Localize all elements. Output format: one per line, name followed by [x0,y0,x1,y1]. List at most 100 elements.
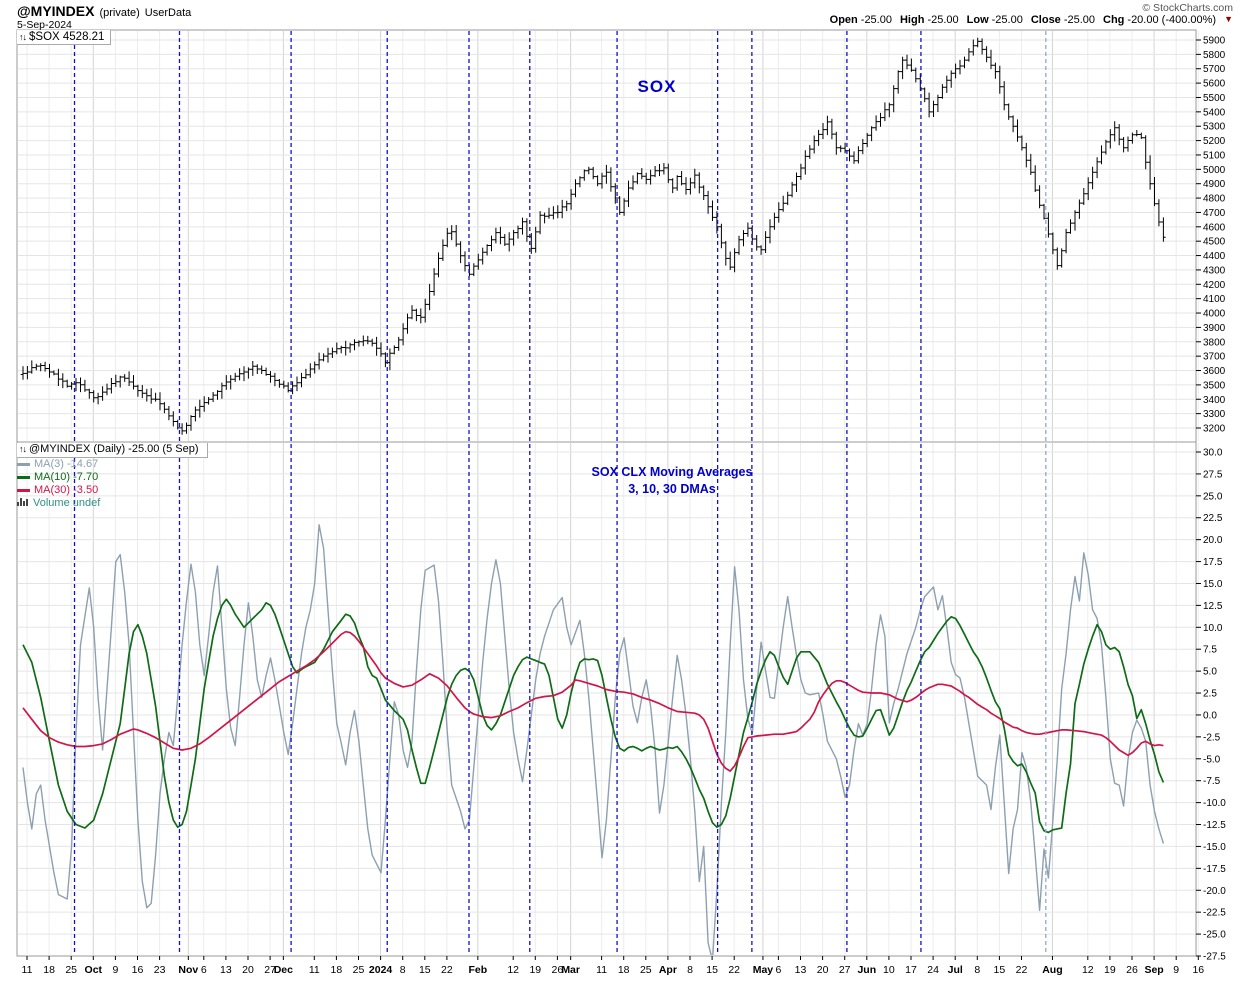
svg-text:19: 19 [1104,964,1116,976]
open-value: -25.00 [860,14,892,26]
high-value: -25.00 [927,14,959,26]
svg-text:4900: 4900 [1203,179,1226,190]
svg-text:15: 15 [419,964,431,976]
svg-text:27.5: 27.5 [1203,469,1223,480]
legend-item-ma3: MA(3) -14.67 [17,458,208,471]
svg-text:Jun: Jun [857,964,876,976]
high-label: High [899,14,925,26]
svg-text:3800: 3800 [1203,337,1226,348]
svg-text:8: 8 [400,964,406,976]
svg-text:20: 20 [242,964,254,976]
svg-text:20.0: 20.0 [1203,535,1223,546]
svg-text:22.5: 22.5 [1203,513,1223,524]
chart-header: @MYINDEX (private) UserData [17,3,191,19]
svg-text:9: 9 [1173,964,1179,976]
legend-title: @MYINDEX (Daily) -25.00 (5 Sep) [29,443,199,455]
svg-text:9: 9 [112,964,118,976]
ma-annotation-line2: 3, 10, 30 DMAs [628,482,716,496]
legend-item-ma10: MA(10) -7.70 [17,471,208,484]
updown-arrows-icon: ↑↓ [19,32,27,42]
ma-annotation-line1: SOX CLX Moving Averages [591,465,753,479]
svg-text:10: 10 [883,964,895,976]
svg-text:-5.0: -5.0 [1203,754,1221,765]
chg-value: -20.00 (-400.00%) [1127,14,1217,26]
change-down-triangle-icon: ▼ [1224,14,1233,24]
price-annotation: SOX [637,77,677,96]
svg-text:3700: 3700 [1203,352,1226,363]
svg-text:2.5: 2.5 [1203,689,1217,700]
svg-text:11: 11 [309,964,320,976]
svg-text:22: 22 [728,964,740,976]
price-symbol-label: ↑↓ $SOX 4528.21 [17,30,112,45]
svg-text:27: 27 [839,964,851,976]
svg-text:3300: 3300 [1203,409,1226,420]
ma3-swatch [17,462,30,466]
svg-text:11: 11 [22,964,33,976]
svg-text:12: 12 [507,964,519,976]
svg-text:18: 18 [43,964,55,976]
svg-text:-22.5: -22.5 [1203,908,1226,919]
svg-text:6: 6 [201,964,207,976]
legend-item-ma30: MA(30) -3.50 [17,484,208,497]
svg-text:10.0: 10.0 [1203,623,1223,634]
svg-text:-12.5: -12.5 [1203,820,1226,831]
svg-text:5900: 5900 [1203,36,1226,47]
ma30-swatch [17,488,30,492]
svg-text:-10.0: -10.0 [1203,798,1226,809]
svg-text:-2.5: -2.5 [1203,732,1221,743]
svg-text:20: 20 [817,964,829,976]
chg-label: Chg [1103,14,1125,26]
svg-text:2024: 2024 [369,964,393,976]
svg-text:3400: 3400 [1203,395,1226,406]
svg-text:5100: 5100 [1203,150,1226,161]
svg-text:25: 25 [640,964,652,976]
svg-text:4100: 4100 [1203,294,1226,305]
svg-text:8: 8 [687,964,693,976]
svg-text:4700: 4700 [1203,208,1226,219]
svg-text:18: 18 [618,964,630,976]
svg-text:Nov: Nov [178,964,198,976]
svg-text:5.0: 5.0 [1203,667,1217,678]
svg-text:5700: 5700 [1203,64,1226,75]
svg-text:5200: 5200 [1203,136,1226,147]
svg-text:Jul: Jul [948,964,963,976]
svg-text:26: 26 [1126,964,1138,976]
svg-text:19: 19 [529,964,541,976]
svg-text:30.0: 30.0 [1203,448,1223,459]
copyright: © StockCharts.com [1142,2,1233,14]
svg-text:4200: 4200 [1203,280,1226,291]
updown-arrows-icon: ↑↓ [19,444,27,454]
close-label: Close [1030,14,1061,26]
open-label: Open [829,14,858,26]
svg-text:Sep: Sep [1144,964,1163,976]
svg-text:26: 26 [552,964,564,976]
svg-text:17: 17 [905,964,917,976]
svg-text:5500: 5500 [1203,93,1226,104]
svg-text:6: 6 [775,964,781,976]
svg-text:5400: 5400 [1203,107,1226,118]
svg-text:4600: 4600 [1203,222,1226,233]
ma-annotation: SOX CLX Moving Averages 3, 10, 30 DMAs [527,464,817,498]
svg-text:8: 8 [974,964,980,976]
svg-text:15.0: 15.0 [1203,579,1223,590]
svg-text:-17.5: -17.5 [1203,864,1226,875]
svg-text:27: 27 [264,964,276,976]
svg-text:12: 12 [1082,964,1094,976]
svg-text:15: 15 [994,964,1006,976]
price-symbol-text: $SOX 4528.21 [29,31,105,43]
svg-text:-27.5: -27.5 [1203,952,1226,963]
svg-text:5600: 5600 [1203,79,1226,90]
svg-text:3200: 3200 [1203,424,1226,435]
ma10-swatch [17,475,30,479]
svg-text:4000: 4000 [1203,309,1226,320]
svg-text:Oct: Oct [85,964,103,976]
svg-text:22: 22 [441,964,453,976]
quote-summary: Open -25.00 High -25.00 Low -25.00 Close -25.00… [830,14,1233,26]
legend-item-volume: Volume undef [17,497,208,510]
svg-text:13: 13 [220,964,232,976]
low-value: -25.00 [991,14,1023,26]
svg-text:5800: 5800 [1203,50,1226,61]
volume-bars-icon [17,497,29,510]
svg-text:4500: 4500 [1203,237,1226,248]
